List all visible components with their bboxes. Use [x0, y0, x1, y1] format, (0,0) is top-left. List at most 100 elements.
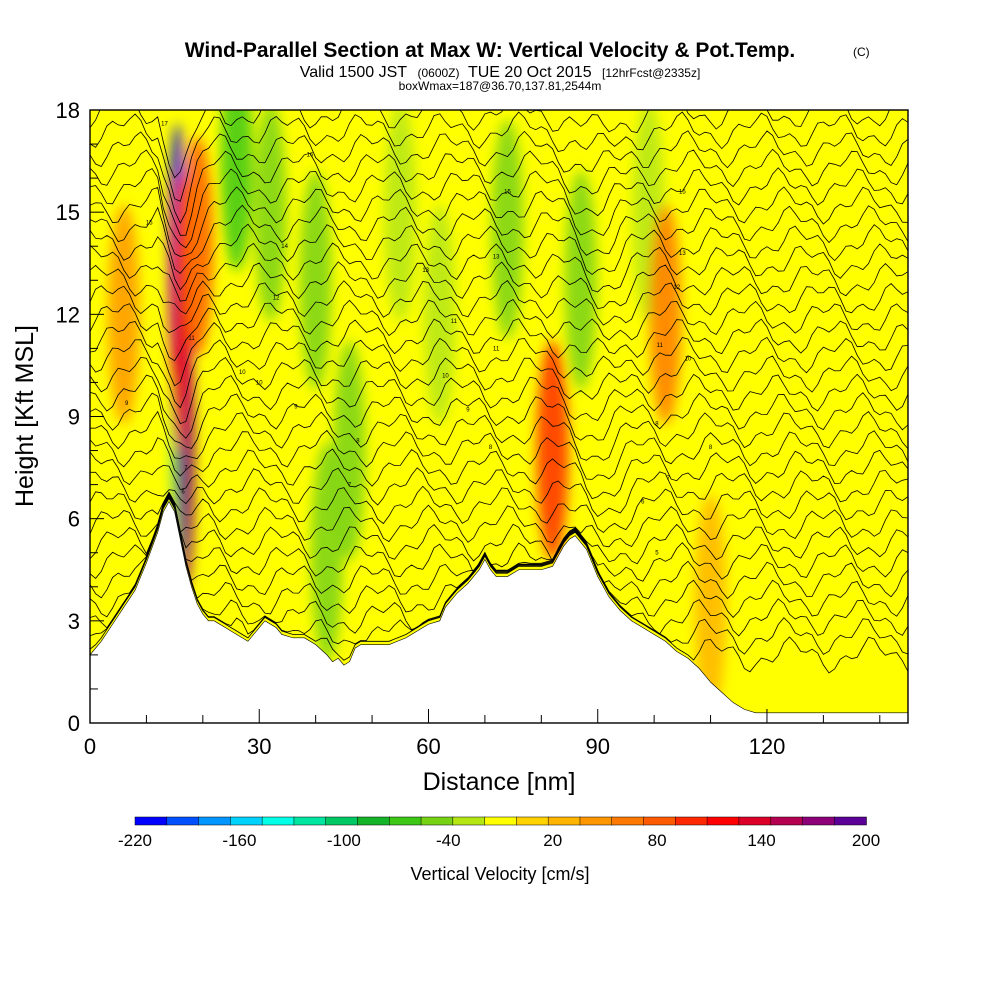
- contour-label: 9: [466, 408, 470, 414]
- colorbar-swatch: [166, 816, 200, 826]
- theta-contour: [90, 410, 908, 461]
- theta-contour: [90, 495, 908, 618]
- colorbar-swatch: [611, 816, 645, 826]
- x-axis-label: Distance [nm]: [423, 768, 576, 796]
- contour-label: 8: [655, 421, 659, 427]
- colorbar-swatch: [484, 816, 518, 826]
- contour-label: 8: [489, 445, 493, 451]
- colorbar-swatch: [325, 816, 359, 826]
- theta-contour: [90, 318, 908, 387]
- contour-label: 12: [673, 285, 680, 291]
- y-axis: 0 3 6 9 12 15 18: [56, 98, 104, 736]
- colorbar-tick-label: -220: [118, 831, 152, 850]
- colorbar-tick-label: -100: [327, 831, 361, 850]
- colorbar-swatch: [643, 816, 677, 826]
- colorbar-tick-label: 80: [648, 831, 667, 850]
- theta-contour: [90, 392, 908, 449]
- contour-label: 13: [679, 251, 686, 257]
- contour-label: 10: [685, 357, 692, 363]
- colorbar-swatch: [675, 816, 708, 826]
- y-tick-label: 15: [56, 200, 80, 225]
- velocity-cell: [384, 110, 417, 323]
- colorbar-swatch: [357, 816, 391, 826]
- x-tick-label: 60: [416, 734, 440, 759]
- colorbar-swatch: [738, 816, 772, 826]
- velocity-cell: [536, 340, 569, 561]
- colorbar-tick-label: 140: [747, 831, 775, 850]
- contour-label: 10: [239, 370, 246, 376]
- theta-contour: [90, 110, 890, 179]
- chart-title: Wind-Parallel Section at Max W: Vertical…: [185, 39, 796, 62]
- box-max-info: boxWmax=187@36.70,137.81,2544m: [399, 79, 602, 93]
- forecast-info: [12hrFcst@2335z]: [602, 66, 700, 80]
- contour-label: 14: [281, 244, 288, 250]
- theta-contour: [90, 495, 908, 637]
- y-tick-label: 12: [56, 302, 80, 327]
- copyright-mark: (C): [853, 45, 870, 59]
- colorbar-swatch: [802, 816, 835, 826]
- theta-contour: [90, 373, 908, 439]
- colorbar-swatch: [261, 816, 295, 826]
- valid-zulu: (0600Z): [417, 66, 459, 80]
- x-tick-label: 30: [247, 734, 271, 759]
- velocity-cell: [254, 110, 287, 323]
- contour-label: 11: [493, 346, 500, 352]
- theta-contours: [90, 110, 908, 674]
- contour-label: 11: [188, 336, 195, 342]
- valid-time: Valid 1500 JST: [300, 64, 408, 81]
- velocity-cell: [564, 170, 597, 391]
- theta-contour: [90, 448, 908, 500]
- colorbar-swatch: [833, 816, 867, 826]
- y-tick-label: 6: [68, 507, 80, 532]
- theta-contour: [90, 130, 908, 225]
- colorbar: [134, 816, 867, 826]
- theta-contour: [90, 429, 908, 480]
- velocity-cell: [423, 204, 456, 425]
- contour-label: 6: [641, 500, 645, 506]
- contour-labels: 17 15 9 11 7 6 16 14 12 10 10 9 8 7 13 11 10 9 8 15 13 11 15 13…: [125, 122, 713, 557]
- velocity-cell: [299, 170, 332, 391]
- velocity-cell: [181, 136, 214, 357]
- contour-label: 13: [422, 268, 429, 274]
- colorbar-swatch: [389, 816, 422, 826]
- theta-contour: [90, 467, 908, 518]
- plot-area: 17 15 9 11 7 6 16 14 12 10 10 9 8 7 13 11 10 9 8 15 13 11 15 13…: [90, 110, 908, 723]
- colorbar-ticks: -220 -160 -100 -40 20 80 140 200: [118, 831, 880, 850]
- y-tick-label: 3: [68, 609, 80, 634]
- y-tick-label: 0: [68, 711, 80, 736]
- theta-contour: [90, 492, 908, 548]
- colorbar-label: Vertical Velocity [cm/s]: [410, 864, 589, 884]
- valid-date: TUE 20 Oct 2015: [468, 64, 592, 81]
- contour-label: 9: [125, 401, 129, 407]
- colorbar-swatch: [706, 816, 740, 826]
- colorbar-swatch: [547, 816, 581, 826]
- theta-contour: [90, 298, 908, 362]
- velocity-cell: [333, 340, 366, 561]
- contour-label: 12: [273, 295, 280, 301]
- y-tick-label: 9: [68, 405, 80, 430]
- theta-contour: [90, 186, 908, 257]
- x-tick-label: 0: [84, 734, 96, 759]
- colorbar-swatch: [230, 816, 263, 826]
- contour-label: 10: [256, 380, 263, 386]
- contour-label: 7: [667, 476, 671, 482]
- x-tick-label: 90: [585, 734, 609, 759]
- theta-contour: [90, 336, 908, 409]
- theta-contour: [90, 492, 908, 565]
- theta-contour: [90, 261, 908, 315]
- x-tick-label: 120: [749, 734, 786, 759]
- theta-contour: [90, 496, 908, 655]
- contour-label: 6: [181, 489, 185, 495]
- contour-label: 5: [655, 551, 659, 557]
- theta-contour: [90, 167, 908, 249]
- contour-label: 13: [493, 254, 500, 260]
- theta-contour: [90, 148, 908, 236]
- theta-contour: [90, 494, 908, 600]
- colorbar-swatch: [134, 816, 168, 826]
- colorbar-tick-label: 200: [852, 831, 880, 850]
- theta-contour: [90, 493, 908, 582]
- colorbar-tick-label: -160: [222, 831, 256, 850]
- contour-label: 16: [307, 152, 314, 158]
- theta-contour: [90, 280, 908, 334]
